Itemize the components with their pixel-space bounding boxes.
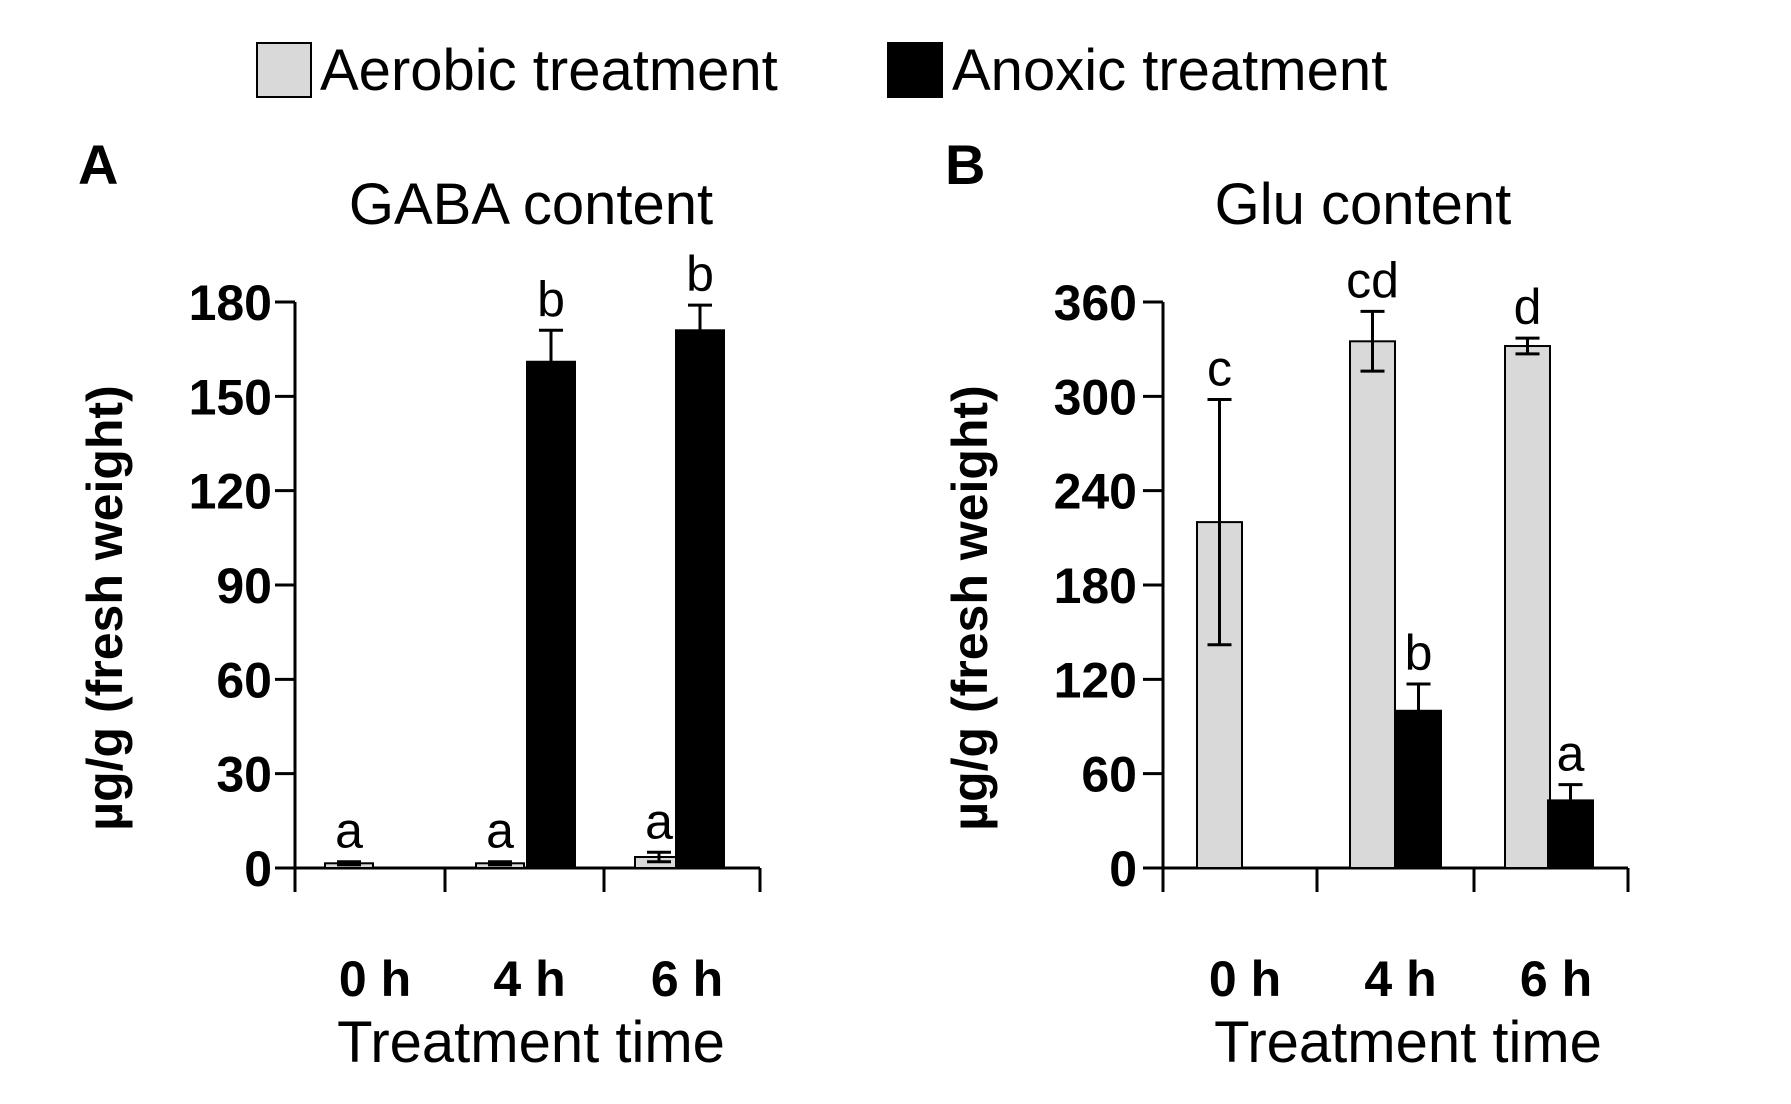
panel-a-significance-label: a: [645, 793, 673, 849]
panel-b-xlabel: Treatment time: [1214, 1010, 1602, 1075]
panel-a: A GABA content µg/g (fresh weight) Treat…: [77, 133, 762, 1075]
panel-b-y-tick-label: 0: [1109, 841, 1137, 897]
panel-a-letter: A: [78, 133, 118, 196]
panel-b-category-label: 4 h: [1364, 951, 1436, 1007]
panel-b-y-tick-label: 120: [1054, 652, 1137, 708]
panel-b-y-tick-label: 360: [1054, 275, 1137, 331]
panel-a-category-label: 6 h: [651, 951, 723, 1007]
panel-a-ylabel: µg/g (fresh weight): [77, 385, 133, 830]
panel-b-y-tick-label: 180: [1054, 558, 1137, 614]
panel-b-title: Glu content: [1215, 172, 1512, 237]
panel-a-y-tick-label: 150: [189, 369, 272, 425]
panel-b-bar: [1504, 345, 1551, 869]
panel-b-y-tick-label: 300: [1054, 369, 1137, 425]
panel-b-bar: [1349, 340, 1396, 869]
panel-b-significance-label: a: [1557, 726, 1585, 782]
panel-a-significance-label: b: [537, 271, 565, 327]
panel-a-bar: [526, 360, 576, 869]
panel-b-significance-label: d: [1514, 279, 1542, 335]
panel-a-bar: [675, 329, 725, 869]
legend-swatch-aerobic: [256, 42, 312, 98]
panel-a-y-tick-label: 180: [189, 275, 272, 331]
panel-a-significance-label: b: [686, 246, 714, 302]
panel-a-y-tick-label: 0: [244, 841, 272, 897]
panel-b-plot: 0 60 120 180 240 300 360 0 h 4 h 6 h c cd d b a: [1054, 252, 1630, 1007]
panel-b-ylabel: µg/g (fresh weight): [942, 385, 998, 830]
panel-b-y-tick-label: 240: [1054, 464, 1137, 520]
panel-b-significance-label: b: [1405, 625, 1433, 681]
panel-a-y-tick-label: 120: [189, 464, 272, 520]
panel-a-significance-label: a: [486, 803, 514, 859]
panel-b-letter: B: [945, 133, 985, 196]
legend-label-aerobic: Aerobic treatment: [320, 38, 778, 103]
panel-a-significance-label: a: [335, 803, 363, 859]
panel-b-significance-label: cd: [1346, 252, 1399, 308]
panel-a-category-label: 0 h: [339, 951, 411, 1007]
panel-a-y-tick-label: 90: [216, 558, 272, 614]
legend-label-anoxic: Anoxic treatment: [952, 38, 1387, 103]
panel-b-y-tick-label: 60: [1081, 747, 1137, 803]
panel-a-plot: 0 30 60 90 120 150 180 0 h 4 h 6 h a a a b b: [189, 246, 762, 1007]
panel-a-category-label: 4 h: [493, 951, 565, 1007]
panel-b-category-label: 6 h: [1520, 951, 1592, 1007]
panel-b: B Glu content µg/g (fresh weight) Treatm…: [942, 133, 1630, 1075]
panel-b-category-label: 0 h: [1209, 951, 1281, 1007]
panel-a-title: GABA content: [349, 172, 713, 237]
legend-swatch-anoxic: [887, 42, 943, 98]
legend: Aerobic treatment Anoxic treatment: [256, 38, 1387, 103]
panel-a-y-tick-label: 60: [216, 652, 272, 708]
panel-a-xlabel: Treatment time: [337, 1010, 725, 1075]
panel-a-y-tick-label: 30: [216, 747, 272, 803]
panel-b-significance-label: c: [1207, 340, 1232, 396]
